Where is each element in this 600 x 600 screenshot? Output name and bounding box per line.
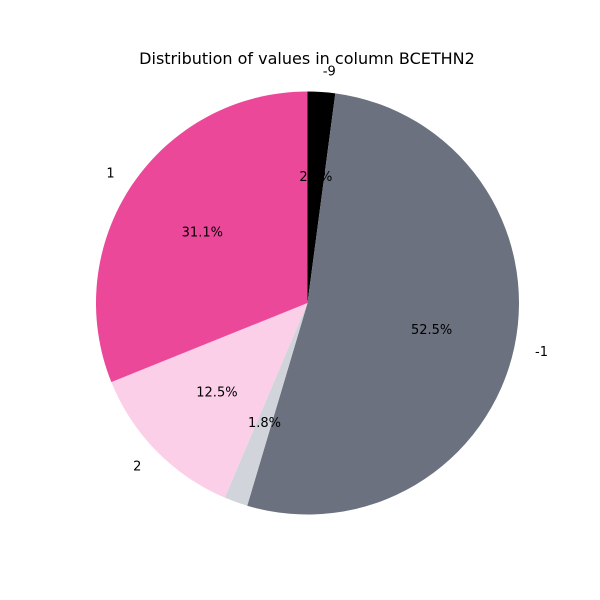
pie-slice-3: [111, 303, 308, 498]
pie-labels: 2.1% -9 52.5% -1 1.8% 12.5% 2 31.1% 1: [106, 64, 548, 474]
slice-category-label-0: -9: [323, 64, 336, 79]
pie-slice-0: [307, 91, 336, 303]
pie-slices: [96, 91, 519, 515]
slice-pct-label-0: 2.1%: [299, 170, 332, 185]
slice-pct-label-2: 1.8%: [248, 416, 281, 431]
slice-pct-label-1: 52.5%: [411, 323, 452, 338]
slice-pct-label-4: 31.1%: [182, 226, 223, 241]
slice-category-label-1: -1: [535, 345, 548, 360]
slice-category-label-4: 1: [106, 166, 114, 181]
slice-category-label-3: 2: [133, 459, 141, 474]
pie-slice-4: [96, 91, 308, 383]
slice-pct-label-3: 12.5%: [196, 385, 237, 400]
chart-title: Distribution of values in column BCETHN2: [139, 49, 475, 68]
pie-slice-2: [224, 303, 308, 506]
pie-slice-1: [247, 93, 519, 515]
